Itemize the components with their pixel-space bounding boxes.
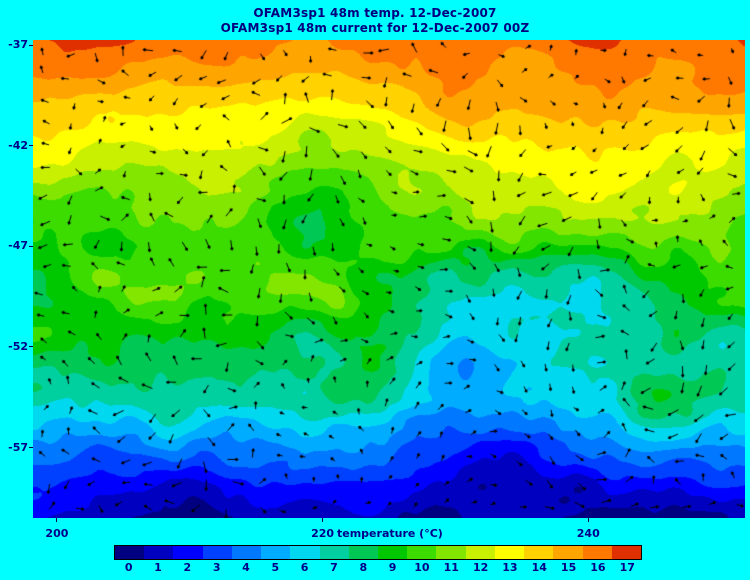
lat-tick-mark [29,346,33,348]
colorbar-tick-label: 16 [590,561,606,574]
colorbar [114,545,642,560]
colorbar-tick-label: 6 [300,561,309,574]
colorbar-segment [524,546,554,559]
lon-tick-mark [587,518,589,522]
lat-tick-label: -47 [8,239,28,253]
colorbar-tick-label: 11 [443,561,459,574]
colorbar-segment [494,546,525,559]
colorbar-tick-label: 9 [388,561,397,574]
colorbar-segment [319,546,349,559]
lon-tick-label: 200 [45,527,69,540]
colorbar-segment [115,546,145,559]
colorbar-segment [611,546,641,559]
colorbar-tick-label: 12 [472,561,489,574]
lon-tick-mark [322,518,324,522]
lat-tick-label: -57 [8,440,28,454]
colorbar-tick-labels: 0 1 2 3 4 5 6 7 8 9 10 11 12 13 14 15 16 17 [114,561,642,574]
temperature-current-map [33,40,745,518]
colorbar-segment [144,546,174,559]
colorbar-segment [348,546,378,559]
colorbar-tick-label: 0 [124,561,133,574]
lat-tick-label: -42 [8,138,28,152]
lat-tick-label: -52 [8,339,28,353]
colorbar-tick-label: 7 [330,561,338,574]
colorbar-segment [290,546,320,559]
lon-tick-label: 220 [311,527,335,540]
colorbar-segment [553,546,583,559]
lon-tick-mark [56,518,58,522]
lat-tick-mark [29,447,33,449]
colorbar-segment [202,546,232,559]
colorbar-tick-label: 5 [271,561,280,574]
lat-tick-label: -37 [8,38,28,52]
colorbar-segment [173,546,203,559]
lat-tick-mark [29,145,33,147]
colorbar-segment [582,546,612,559]
colorbar-tick-label: 4 [242,561,250,574]
colorbar-segment [377,546,408,559]
colorbar-segment [231,546,262,559]
colorbar-segment [436,546,466,559]
plot-subtitle: OFAM3sp1 48m current for 12-Dec-2007 00Z [220,21,530,35]
colorbar-tick-label: 13 [502,561,518,574]
colorbar-tick-label: 3 [212,561,221,574]
colorbar-tick-label: 14 [531,561,547,574]
colorbar-tick-label: 1 [154,561,162,574]
colorbar-tick-label: 2 [183,561,192,574]
colorbar-tick-label: 8 [359,561,368,574]
colorbar-label: temperature (°C) [337,527,443,540]
colorbar-tick-label: 15 [560,561,577,574]
colorbar-segment [465,546,495,559]
lat-tick-mark [29,44,33,46]
colorbar-segment [261,546,291,559]
lat-tick-mark [29,245,33,247]
colorbar-tick-label: 17 [619,561,635,574]
colorbar-segment [407,546,437,559]
lon-tick-label: 240 [576,527,600,540]
colorbar-tick-label: 10 [414,561,430,574]
plot-title: OFAM3sp1 48m temp. 12-Dec-2007 [253,6,497,20]
